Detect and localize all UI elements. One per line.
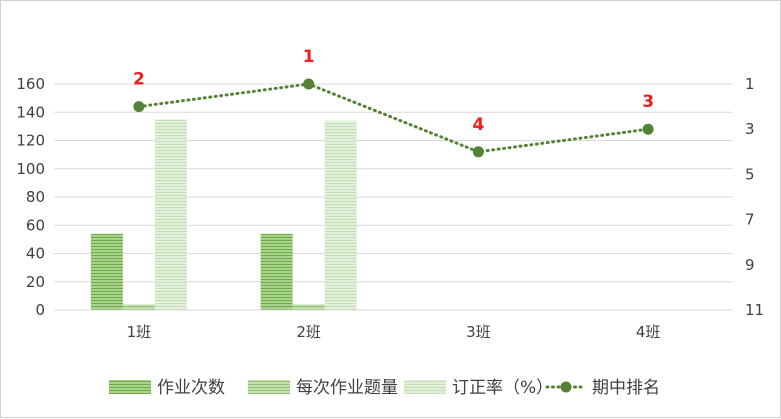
left-axis-tick-label: 20 (26, 273, 45, 291)
bar-2-2班 (292, 304, 325, 310)
legend-swatch (109, 380, 151, 394)
right-axis-tick-label: 3 (745, 120, 755, 138)
left-axis-tick-label: 100 (16, 160, 45, 178)
right-axis-tick-label: 9 (745, 256, 755, 274)
bar-3-1班 (154, 119, 187, 310)
legend-marker (560, 381, 572, 393)
rank-marker (642, 123, 654, 135)
rank-marker (472, 146, 484, 158)
right-axis-tick-label: 7 (745, 211, 755, 229)
bar-2-1班 (122, 304, 155, 310)
category-label: 4班 (636, 323, 661, 341)
rank-data-label: 4 (472, 115, 484, 135)
left-axis-tick-label: 80 (26, 188, 45, 206)
bar-1-2班 (260, 233, 293, 310)
rank-marker (303, 78, 315, 90)
legend-label: 作业次数 (157, 378, 225, 398)
category-label: 1班 (127, 323, 152, 341)
left-axis-tick-label: 120 (16, 132, 45, 150)
legend-label: 订正率（%） (452, 378, 553, 398)
legend-item: 期中排名 (545, 378, 660, 398)
rank-data-label: 2 (133, 70, 145, 90)
legend-swatch (248, 380, 290, 394)
category-label: 2班 (296, 323, 321, 341)
right-axis-tick-label: 5 (745, 165, 755, 183)
bar-3-2班 (324, 120, 357, 310)
right-axis-tick-label: 11 (745, 301, 764, 319)
legend-item: 作业次数 (109, 378, 225, 398)
right-axis-tick-label: 1 (745, 75, 755, 93)
rank-data-label: 3 (642, 92, 654, 112)
left-axis-tick-label: 160 (16, 75, 45, 93)
category-label: 3班 (466, 323, 491, 341)
left-axis-tick-label: 140 (16, 103, 45, 121)
legend-item: 每次作业题量 (248, 378, 398, 398)
legend-label: 每次作业题量 (296, 378, 398, 398)
legend-item: 订正率（%） (404, 378, 553, 398)
left-axis-tick-label: 0 (35, 301, 45, 319)
rank-marker (133, 101, 145, 113)
left-axis-tick-label: 60 (26, 216, 45, 234)
left-axis-tick-label: 40 (26, 245, 45, 263)
rank-data-label: 1 (303, 47, 315, 67)
legend-swatch (404, 380, 446, 394)
legend-label: 期中排名 (592, 378, 660, 398)
rank-line (137, 82, 650, 154)
bar-1-1班 (90, 233, 123, 310)
